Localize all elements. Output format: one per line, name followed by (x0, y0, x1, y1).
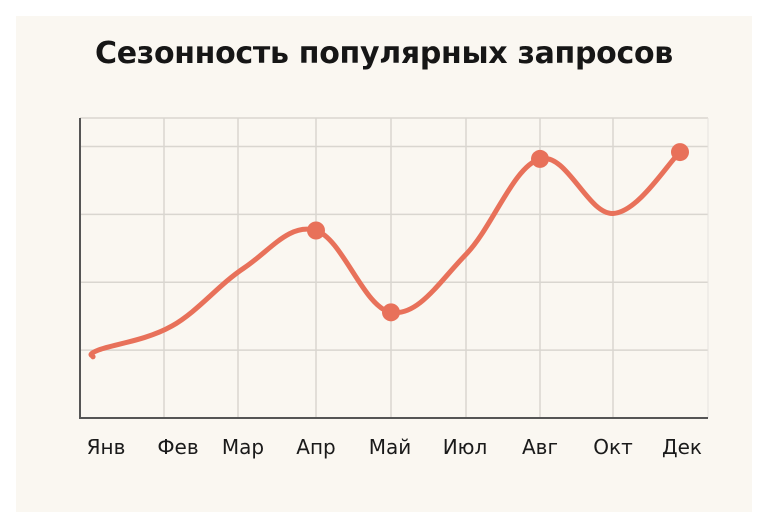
x-tick-label: Мар (222, 435, 264, 459)
x-tick-label: Июл (443, 435, 488, 459)
series-line (88, 149, 683, 360)
x-tick-label: Апр (296, 435, 335, 459)
data-point-4 (382, 303, 400, 322)
chart-card (16, 16, 752, 512)
axes (79, 118, 708, 419)
x-tick-label: Фев (157, 435, 198, 459)
x-tick-label: Авг (522, 435, 558, 459)
data-points (307, 143, 689, 322)
series-line-layer (88, 149, 683, 360)
x-tick-label: Окт (593, 435, 633, 459)
data-point-8 (671, 143, 689, 162)
x-tick-label: Май (369, 435, 412, 459)
data-point-6 (531, 149, 549, 168)
chart-title: Сезонность популярных запросов (95, 36, 673, 71)
x-tick-labels: Янв Фев Мар Апр Май Июл Авг Окт Дек (87, 435, 702, 459)
x-tick-label: Янв (87, 435, 126, 459)
grid (80, 117, 709, 418)
x-tick-label: Дек (662, 435, 702, 459)
data-point-3 (307, 221, 325, 240)
